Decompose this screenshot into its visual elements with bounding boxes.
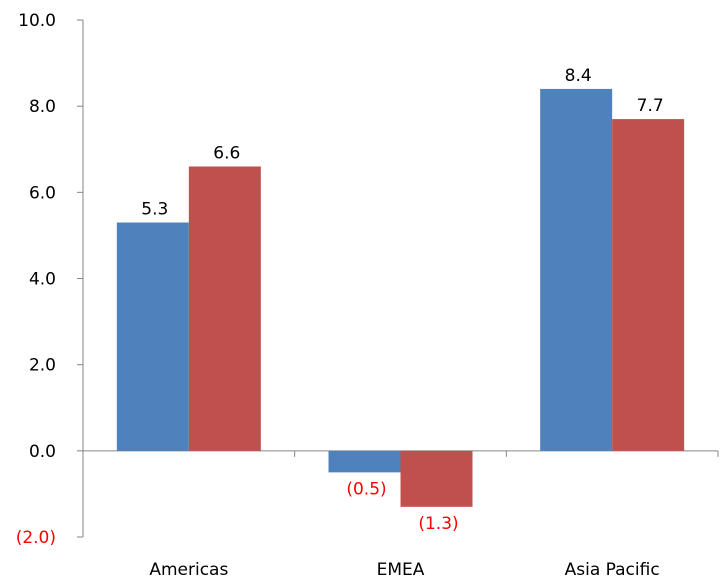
bars-group — [116, 88, 685, 507]
data-label: 6.6 — [213, 143, 240, 163]
y-tick-label: 4.0 — [29, 270, 56, 290]
bar — [400, 450, 473, 507]
y-tick-label: 6.0 — [29, 183, 56, 203]
x-tick-label: Americas — [149, 560, 228, 580]
y-tick-label: (2.0) — [16, 528, 56, 548]
x-tick-label: Asia Pacific — [565, 560, 660, 580]
labels-group: Americas EMEA Asia Pacific 5.3 6.6 (0.5) (1.3)… — [141, 66, 663, 580]
bar — [116, 222, 189, 451]
data-label: 7.7 — [637, 96, 664, 116]
data-label: 8.4 — [565, 66, 592, 86]
y-tick-label: 8.0 — [29, 97, 56, 117]
bar — [188, 166, 261, 451]
x-tick-label: EMEA — [377, 560, 425, 580]
data-label: (1.3) — [418, 514, 458, 534]
y-tick-label: 10.0 — [18, 11, 56, 31]
bar — [540, 88, 613, 451]
bar — [328, 450, 401, 473]
data-label: 5.3 — [141, 199, 168, 219]
bar — [612, 119, 685, 451]
data-label: (0.5) — [346, 479, 386, 499]
y-tick-label: 0.0 — [29, 442, 56, 462]
y-tick-label: 2.0 — [29, 356, 56, 376]
